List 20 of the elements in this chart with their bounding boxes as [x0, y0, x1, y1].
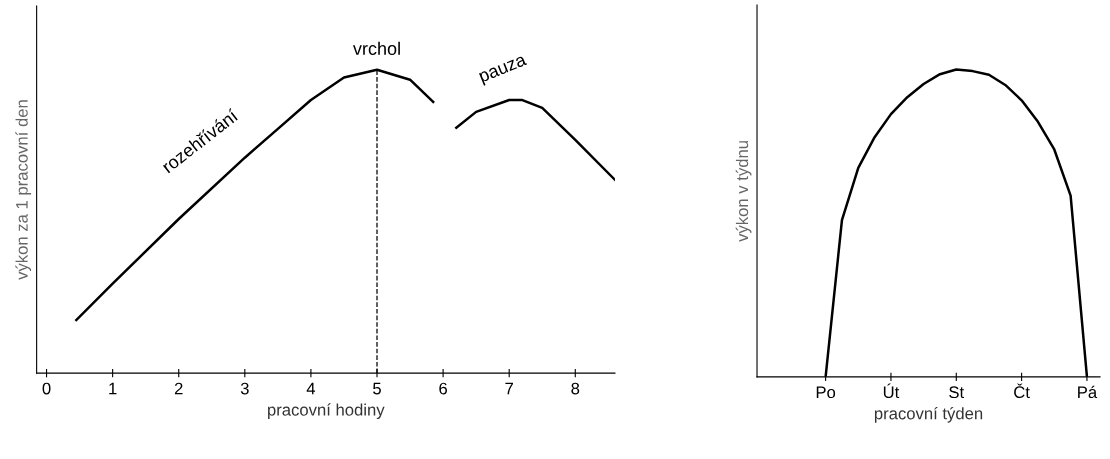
x-tick-label: 1 — [109, 382, 117, 395]
x-tick-label: 6 — [439, 382, 447, 395]
x-tick-label: 0 — [42, 382, 51, 395]
x-tick-label: Po — [816, 386, 836, 399]
annotation: vrchol — [352, 41, 400, 56]
x-tick-label: Čt — [1014, 383, 1030, 399]
x-tick-label: 3 — [240, 382, 249, 395]
x-tick-label: 5 — [373, 382, 381, 395]
x-axis-title: pracovní týden — [874, 406, 983, 423]
y-axis-title: výkon za 1 pracovní den — [15, 100, 32, 280]
annotation: pauza — [478, 55, 529, 86]
x-tick-label: 7 — [505, 382, 513, 395]
x-tick-label: 4 — [306, 382, 316, 395]
x-tick-label: St — [949, 386, 965, 399]
x-tick-label: Pá — [1078, 385, 1098, 399]
x-tick-label: 8 — [571, 382, 580, 395]
y-axis-title: výkon v týdnu — [735, 141, 752, 242]
x-axis-title: pracovní hodiny — [268, 403, 385, 420]
x-tick-label: 2 — [174, 382, 183, 395]
x-tick-label: Út — [883, 383, 900, 399]
